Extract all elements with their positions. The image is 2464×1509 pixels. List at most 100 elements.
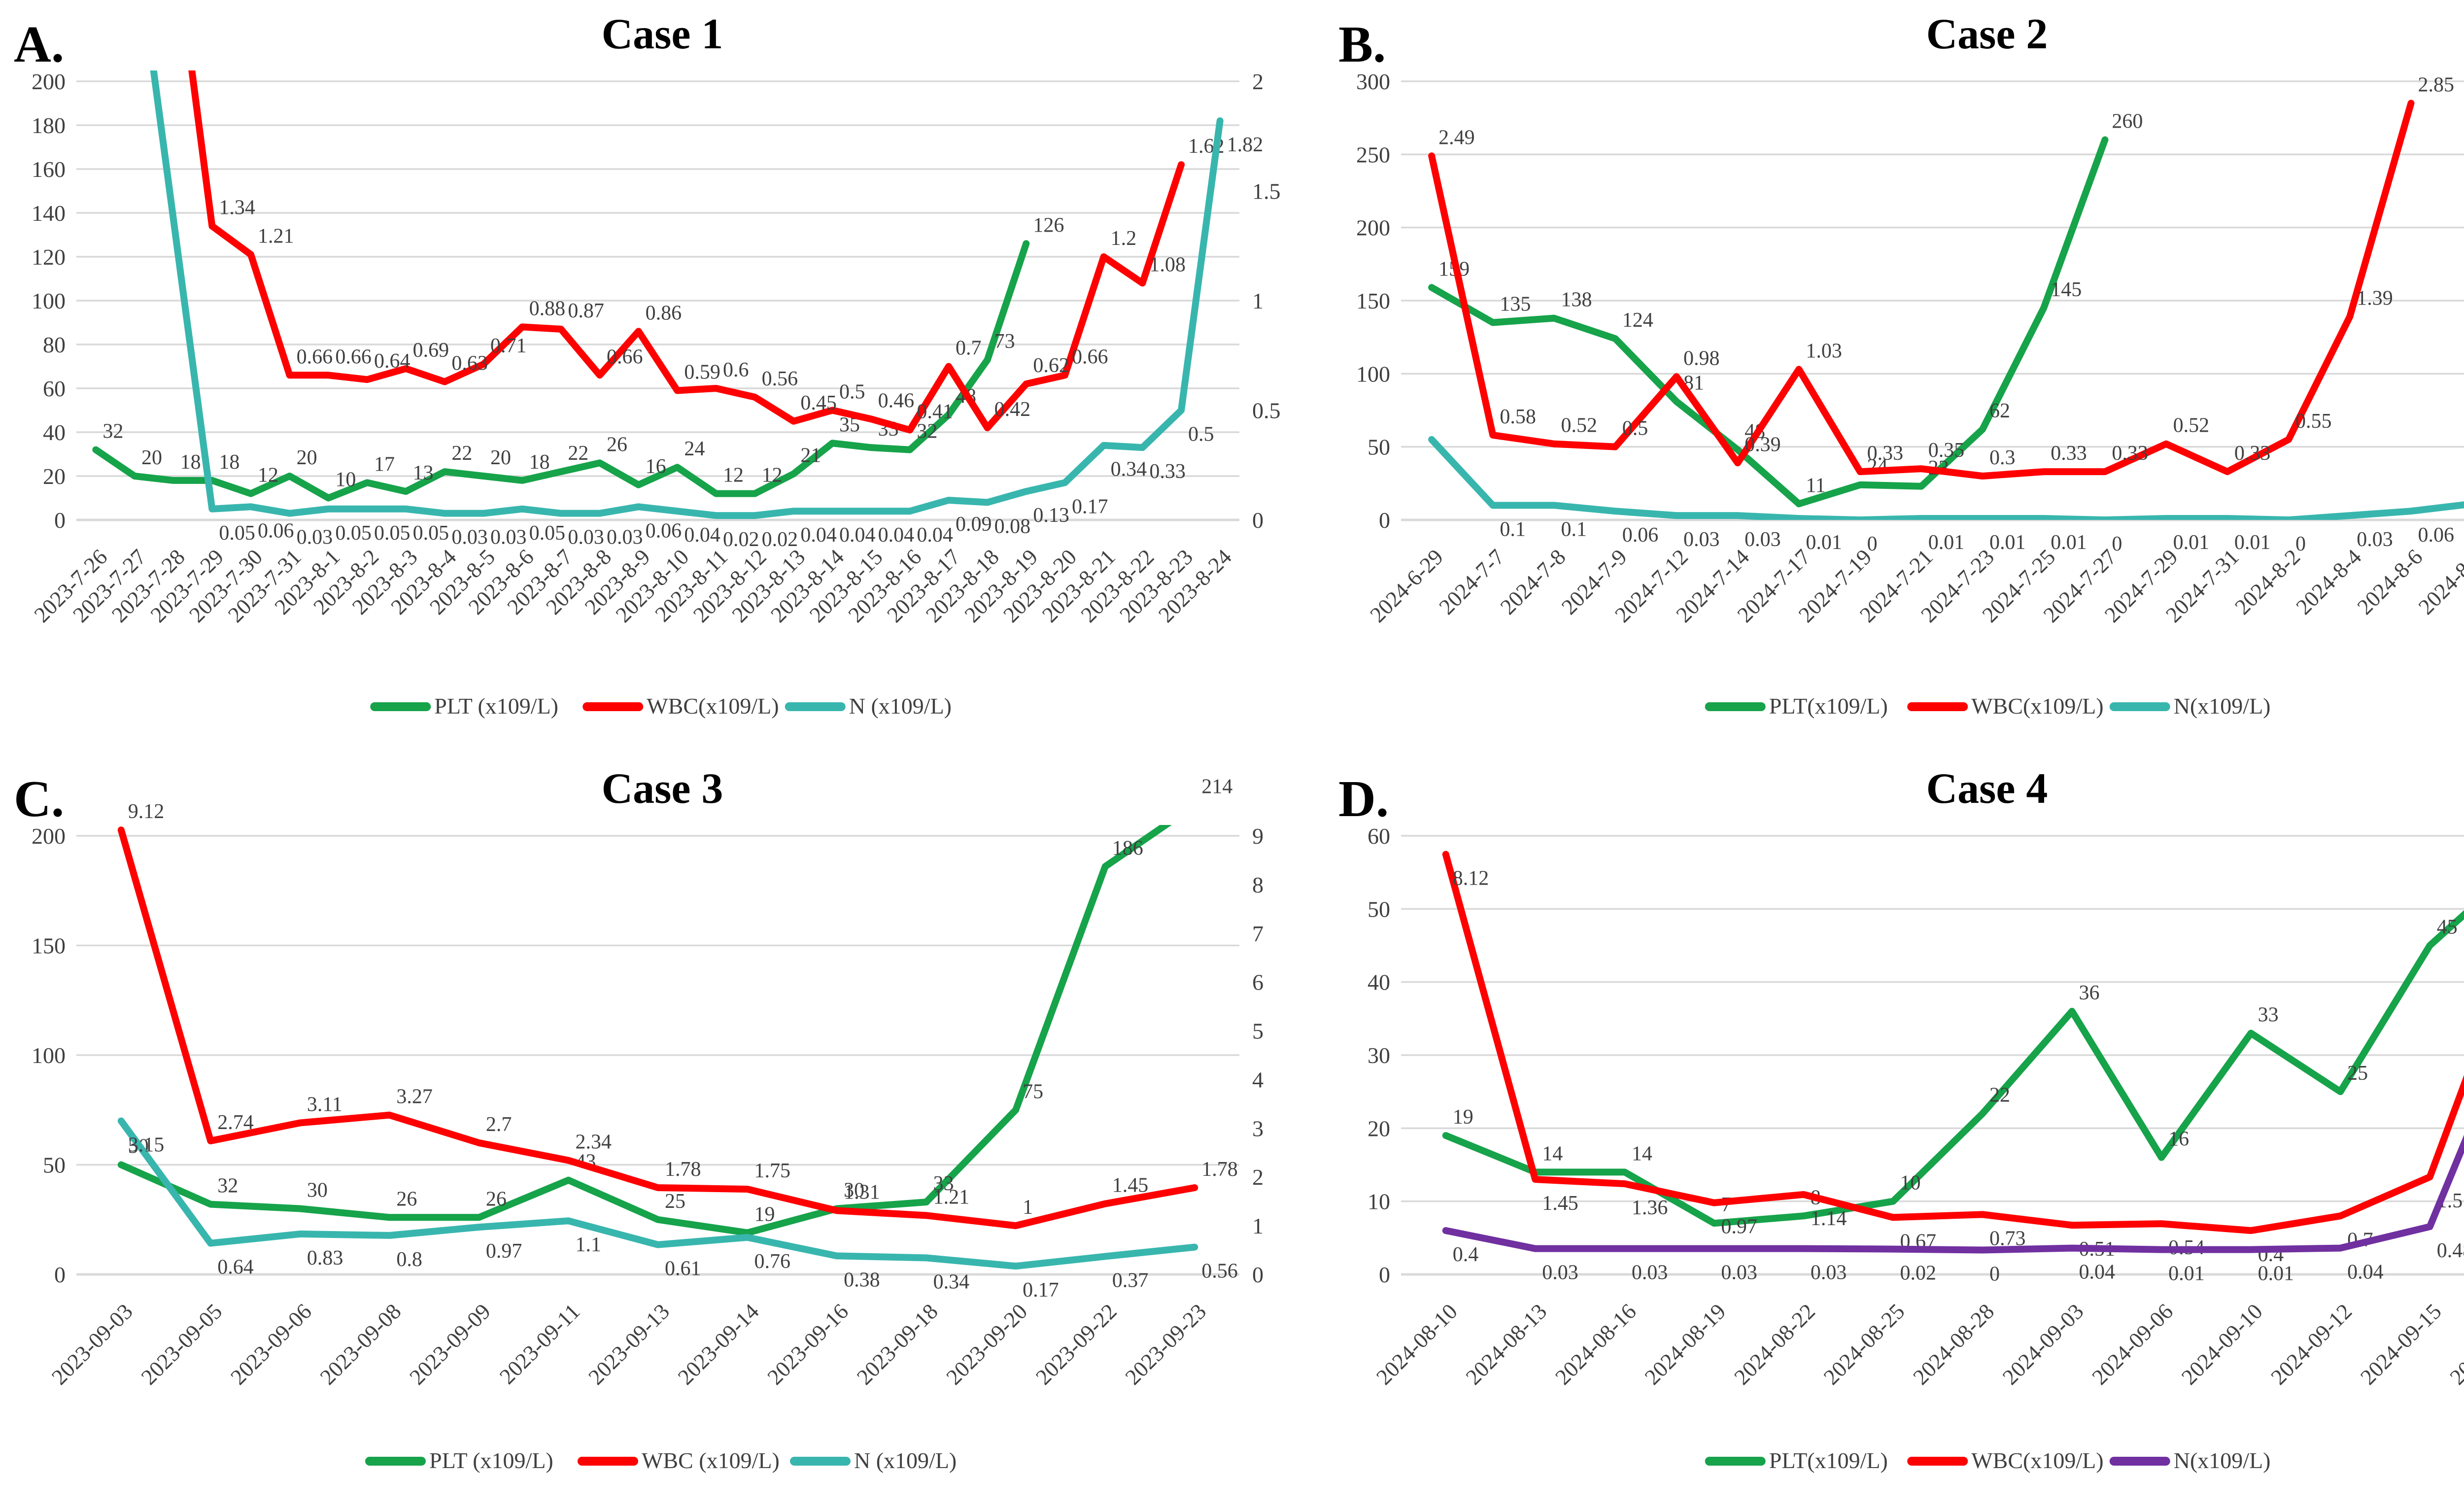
left-axis-tick-label: 40 bbox=[1368, 970, 1390, 995]
data-label: 0.1 bbox=[1561, 518, 1587, 541]
data-label: 0.87 bbox=[568, 300, 604, 322]
data-label: 0 bbox=[2112, 533, 2122, 555]
data-label: 0.35 bbox=[1928, 439, 1965, 462]
right-axis-tick-label: 2 bbox=[1252, 1165, 1264, 1190]
right-axis-tick-label: 0 bbox=[1252, 1262, 1264, 1287]
data-label: 18 bbox=[219, 451, 240, 474]
left-axis-tick-label: 60 bbox=[43, 376, 66, 401]
data-label: 0.01 bbox=[1989, 531, 2026, 554]
case3-chart: C. Case 3 0 50 100 150 200 0 1 2 3 4 5 6 7 8 9 2023-09-03… bbox=[14, 765, 1264, 1473]
data-label: 0.01 bbox=[2258, 1263, 2294, 1285]
x-axis-date-label: 2024-09-17 bbox=[2445, 1299, 2464, 1390]
left-axis-tick-label: 20 bbox=[1368, 1116, 1390, 1141]
panel-letter: A. bbox=[14, 15, 64, 73]
data-label: 0.38 bbox=[844, 1269, 880, 1291]
data-label: 73 bbox=[994, 330, 1015, 353]
data-label: 0.06 bbox=[646, 519, 682, 542]
data-label: 0.04 bbox=[839, 524, 876, 547]
data-label: 1.03 bbox=[1806, 340, 1842, 362]
left-axis-tick-label: 100 bbox=[1356, 361, 1390, 386]
data-label: 0.02 bbox=[723, 528, 759, 551]
x-axis-date-label: 2023-09-03 bbox=[47, 1299, 137, 1390]
n-series-line bbox=[1442, 1134, 2464, 1254]
data-label: 0.98 bbox=[1683, 347, 1720, 370]
x-axis-date-label: 2024-8-7 bbox=[2414, 545, 2464, 619]
right-axis-tick-label: 6 bbox=[1252, 970, 1264, 995]
data-label: 1.34 bbox=[219, 197, 255, 219]
data-label: 0.83 bbox=[307, 1247, 343, 1269]
chart-title: Case 3 bbox=[602, 765, 723, 813]
data-label: 32 bbox=[103, 420, 123, 443]
data-label: 0.06 bbox=[2418, 524, 2454, 547]
data-label: 0.1 bbox=[1500, 518, 1526, 541]
data-label: 0.5 bbox=[839, 381, 865, 404]
data-label: 1.82 bbox=[1227, 134, 1264, 156]
panel-case-3: C. Case 3 0 50 100 150 200 0 1 2 3 4 5 6 7 8 9 2023-09-03… bbox=[0, 754, 1325, 1509]
legend-label: WBC (x109/L) bbox=[642, 1448, 780, 1473]
data-label: 0.66 bbox=[335, 345, 372, 368]
x-axis-date-label: 2023-09-18 bbox=[852, 1299, 943, 1390]
data-label: 12 bbox=[762, 464, 783, 487]
panel-case-2: B.Case 205010015020025030000.511.522.532… bbox=[1325, 0, 2464, 754]
data-label: 19 bbox=[754, 1203, 775, 1226]
right-axis-tick-label: 1 bbox=[1252, 288, 1264, 313]
data-label: 0.52 bbox=[1561, 414, 1598, 437]
data-label: 0.03 bbox=[1745, 528, 1781, 551]
data-label: 0.48 bbox=[2437, 1239, 2464, 1262]
data-label: 14 bbox=[1542, 1142, 1563, 1165]
data-label: 26 bbox=[607, 433, 627, 456]
data-label: 0.03 bbox=[1811, 1262, 1847, 1284]
data-label: 20 bbox=[297, 446, 317, 469]
x-axis-date-label: 2023-09-14 bbox=[673, 1299, 764, 1390]
data-label: 2.74 bbox=[217, 1111, 254, 1134]
case4-chart: D.Case 40102030405060-0.50.51.52.53.54.5… bbox=[1338, 765, 2464, 1473]
left-axis-tick-label: 80 bbox=[43, 332, 66, 357]
chart-title: Case 4 bbox=[1926, 765, 2048, 813]
data-label: 0.02 bbox=[762, 528, 798, 551]
x-axis-date-label: 2024-08-10 bbox=[1371, 1299, 1462, 1390]
x-axis-date-label: 2023-09-05 bbox=[137, 1299, 227, 1390]
left-axis-tick-label: 40 bbox=[43, 420, 66, 445]
panel-case-1: A. Case 1 0 20 40 60 80 100 120 140 160 180 200 0 0.5 1… bbox=[0, 0, 1325, 754]
x-axis-date-label: 2024-09-06 bbox=[2087, 1299, 2178, 1390]
data-label: 1.21 bbox=[258, 225, 294, 248]
legend-label: PLT (x109/L) bbox=[429, 1448, 553, 1473]
left-axis-tick-label: 50 bbox=[1368, 896, 1390, 922]
data-label: 0.8 bbox=[396, 1248, 422, 1271]
x-axis-date-label: 2024-08-13 bbox=[1461, 1299, 1552, 1390]
data-label: 0.04 bbox=[800, 524, 837, 547]
data-label: 0.39 bbox=[1745, 433, 1781, 456]
data-label: 0.17 bbox=[1072, 495, 1108, 518]
data-label: 0.03 bbox=[1632, 1262, 1668, 1284]
data-label: 1.45 bbox=[1112, 1174, 1149, 1197]
x-axis-date-label: 2023-09-11 bbox=[495, 1299, 585, 1389]
data-label: 0.03 bbox=[568, 526, 604, 549]
data-label: 0.03 bbox=[297, 526, 333, 549]
data-label: 0.33 bbox=[2234, 442, 2271, 465]
data-label: 0.06 bbox=[258, 519, 294, 542]
data-label: 22 bbox=[1989, 1084, 2010, 1107]
data-label: 138 bbox=[1561, 289, 1592, 311]
x-axis-date-label: 2023-09-09 bbox=[405, 1299, 495, 1390]
legend-label: N (x109/L) bbox=[854, 1448, 957, 1473]
data-label: 0.4 bbox=[1453, 1243, 1479, 1266]
data-label: 1.21 bbox=[933, 1186, 970, 1208]
data-label: 126 bbox=[1033, 214, 1064, 237]
x-axis-date-label: 2024-09-15 bbox=[2356, 1299, 2446, 1390]
x-axis-date-label: 2024-8-4 bbox=[2291, 545, 2366, 619]
legend-label: PLT(x109/L) bbox=[1769, 693, 1888, 719]
legend-label: WBC(x109/L) bbox=[1971, 1448, 2103, 1473]
data-label: 0.03 bbox=[1683, 528, 1720, 551]
data-label: 24 bbox=[684, 438, 705, 460]
chart-title: Case 2 bbox=[1926, 10, 2048, 58]
x-axis-date-label: 2023-09-08 bbox=[315, 1299, 406, 1390]
data-label: 0.97 bbox=[486, 1240, 522, 1263]
data-label: 0.69 bbox=[413, 339, 449, 362]
wbc-series-line bbox=[1442, 851, 2464, 1234]
left-axis-tick-label: 10 bbox=[1368, 1189, 1390, 1214]
left-axis-tick-label: 0 bbox=[54, 508, 66, 533]
data-label: 0.61 bbox=[665, 1258, 701, 1280]
data-label: 0.33 bbox=[2051, 442, 2087, 465]
x-axis-date-label: 2023-09-23 bbox=[1120, 1299, 1211, 1390]
data-label: 0.04 bbox=[878, 524, 915, 547]
